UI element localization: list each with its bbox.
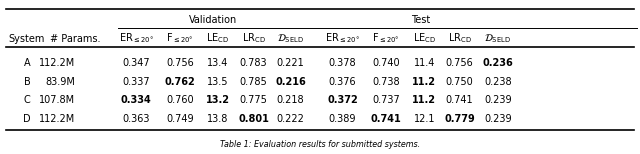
Text: 0.389: 0.389 xyxy=(329,114,356,124)
Text: System: System xyxy=(9,34,45,43)
Text: 0.750: 0.750 xyxy=(445,77,474,87)
Text: 0.738: 0.738 xyxy=(372,77,400,87)
Text: $\mathcal{D}_\mathrm{SELD}$: $\mathcal{D}_\mathrm{SELD}$ xyxy=(484,32,511,45)
Text: 0.783: 0.783 xyxy=(239,58,268,68)
Text: 13.5: 13.5 xyxy=(207,77,228,87)
Text: 0.378: 0.378 xyxy=(328,58,356,68)
Text: 0.221: 0.221 xyxy=(276,58,305,68)
Text: # Params.: # Params. xyxy=(51,34,100,43)
Text: 12.1: 12.1 xyxy=(413,114,435,124)
Text: Table 1: Evaluation results for submitted systems.: Table 1: Evaluation results for submitte… xyxy=(220,140,420,149)
Text: $\mathrm{ER}_{\leq 20°}$: $\mathrm{ER}_{\leq 20°}$ xyxy=(119,32,154,45)
Text: 0.239: 0.239 xyxy=(484,114,512,124)
Text: $\mathcal{D}_\mathrm{SELD}$: $\mathcal{D}_\mathrm{SELD}$ xyxy=(277,32,304,45)
Text: 11.2: 11.2 xyxy=(412,95,436,105)
Text: 0.216: 0.216 xyxy=(275,77,306,87)
Text: 0.372: 0.372 xyxy=(327,95,358,105)
Text: Validation: Validation xyxy=(189,15,237,25)
Text: 0.756: 0.756 xyxy=(445,58,474,68)
Text: Test: Test xyxy=(410,15,430,25)
Text: 0.218: 0.218 xyxy=(276,95,305,105)
Text: $\mathrm{F}_{\leq 20°}$: $\mathrm{F}_{\leq 20°}$ xyxy=(372,32,399,45)
Text: $\mathrm{LR_{CD}}$: $\mathrm{LR_{CD}}$ xyxy=(447,32,472,45)
Text: 0.363: 0.363 xyxy=(123,114,150,124)
Text: $\mathrm{F}_{\leq 20°}$: $\mathrm{F}_{\leq 20°}$ xyxy=(166,32,193,45)
Text: 0.347: 0.347 xyxy=(122,58,150,68)
Text: $\mathrm{LR_{CD}}$: $\mathrm{LR_{CD}}$ xyxy=(241,32,266,45)
Text: 11.2: 11.2 xyxy=(412,77,436,87)
Text: 0.222: 0.222 xyxy=(276,114,305,124)
Text: 0.749: 0.749 xyxy=(166,114,194,124)
Text: A: A xyxy=(24,58,30,68)
Text: $\mathrm{LE_{CD}}$: $\mathrm{LE_{CD}}$ xyxy=(413,32,436,45)
Text: D: D xyxy=(23,114,31,124)
Text: 107.8M: 107.8M xyxy=(40,95,76,105)
Text: C: C xyxy=(24,95,30,105)
Text: 13.8: 13.8 xyxy=(207,114,228,124)
Text: 0.775: 0.775 xyxy=(239,95,268,105)
Text: 0.337: 0.337 xyxy=(122,77,150,87)
Text: 0.741: 0.741 xyxy=(445,95,474,105)
Text: 13.4: 13.4 xyxy=(207,58,228,68)
Text: B: B xyxy=(24,77,30,87)
Text: 83.9M: 83.9M xyxy=(45,77,76,87)
Text: 0.239: 0.239 xyxy=(484,95,512,105)
Text: 0.760: 0.760 xyxy=(166,95,194,105)
Text: 13.2: 13.2 xyxy=(205,95,230,105)
Text: 0.740: 0.740 xyxy=(372,58,400,68)
Text: 112.2M: 112.2M xyxy=(39,114,76,124)
Text: 0.779: 0.779 xyxy=(444,114,475,124)
Text: 0.238: 0.238 xyxy=(484,77,512,87)
Text: 0.785: 0.785 xyxy=(239,77,268,87)
Text: 0.801: 0.801 xyxy=(238,114,269,124)
Text: 0.236: 0.236 xyxy=(483,58,513,68)
Text: 0.376: 0.376 xyxy=(328,77,356,87)
Text: 112.2M: 112.2M xyxy=(39,58,76,68)
Text: 11.4: 11.4 xyxy=(413,58,435,68)
Text: 0.762: 0.762 xyxy=(164,77,195,87)
Text: $\mathrm{ER}_{\leq 20°}$: $\mathrm{ER}_{\leq 20°}$ xyxy=(325,32,360,45)
Text: 0.741: 0.741 xyxy=(371,114,401,124)
Text: $\mathrm{LE_{CD}}$: $\mathrm{LE_{CD}}$ xyxy=(206,32,229,45)
Text: 0.756: 0.756 xyxy=(166,58,194,68)
Text: 0.737: 0.737 xyxy=(372,95,400,105)
Text: 0.334: 0.334 xyxy=(121,95,152,105)
